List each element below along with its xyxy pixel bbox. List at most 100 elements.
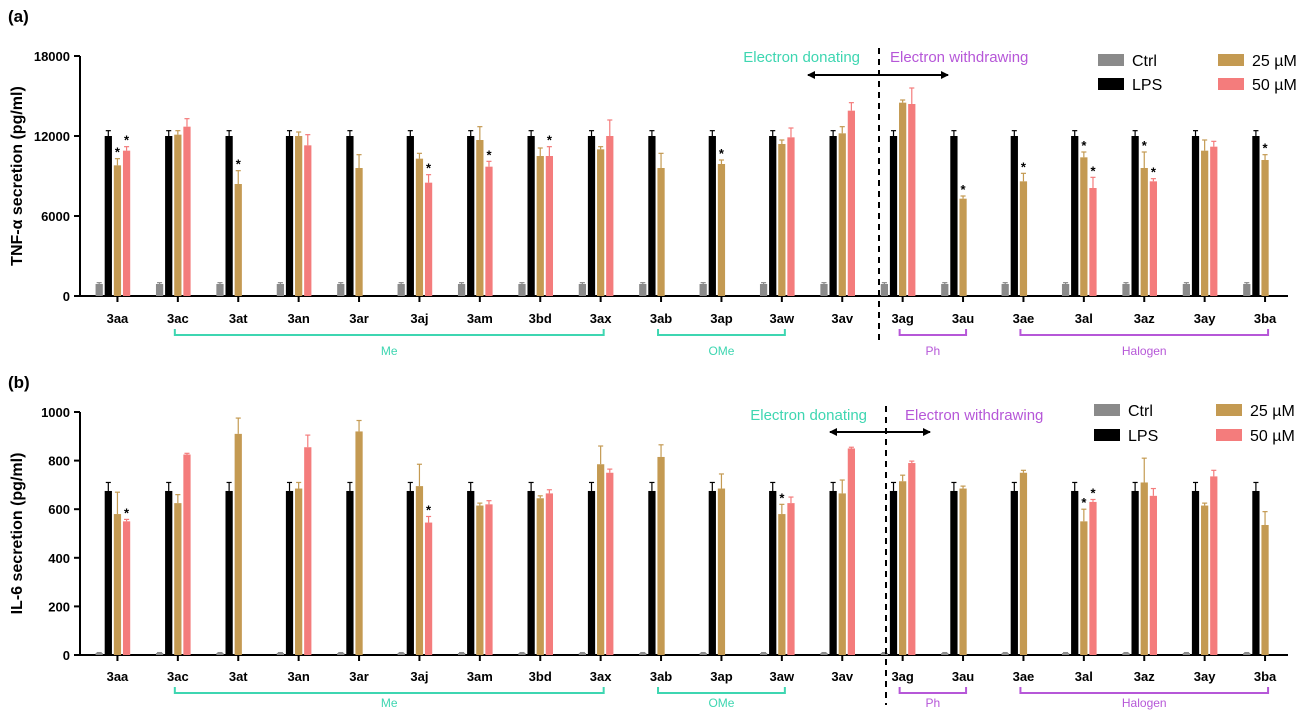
bar-lps bbox=[1252, 136, 1260, 296]
category-label: 3au bbox=[952, 311, 974, 326]
panel-label: (a) bbox=[8, 7, 29, 26]
bar-lps bbox=[527, 490, 535, 655]
bar-50m bbox=[424, 182, 433, 296]
bar-lps bbox=[587, 490, 596, 655]
bar-25m bbox=[959, 198, 967, 296]
bar-ctrl bbox=[578, 653, 587, 655]
category-label: 3ag bbox=[891, 669, 913, 684]
significance-star: * bbox=[779, 490, 785, 505]
category-label: 3ae bbox=[1013, 669, 1035, 684]
category-label: 3aw bbox=[770, 669, 795, 684]
legend-label: LPS bbox=[1132, 77, 1162, 94]
bar-25m bbox=[1201, 150, 1209, 296]
panel-label: (b) bbox=[8, 373, 30, 392]
bar-50m bbox=[606, 472, 614, 655]
bar-ctrl bbox=[155, 284, 164, 296]
bar-50m bbox=[1149, 181, 1158, 296]
bar-lps bbox=[104, 136, 112, 296]
bar-50m bbox=[908, 463, 916, 655]
significance-star: * bbox=[1081, 495, 1087, 510]
bar-25m bbox=[657, 168, 665, 296]
bar-25m bbox=[778, 144, 786, 296]
bar-25m bbox=[1261, 160, 1269, 296]
legend-swatch bbox=[1218, 78, 1244, 90]
category-label: 3ag bbox=[891, 311, 913, 326]
bar-25m bbox=[234, 433, 242, 655]
bar-ctrl bbox=[639, 284, 647, 296]
bar-50m bbox=[606, 136, 614, 296]
significance-star: * bbox=[1021, 159, 1027, 174]
legend-swatch bbox=[1098, 78, 1124, 90]
bar-ctrl bbox=[820, 653, 828, 655]
bar-25m bbox=[1140, 482, 1148, 655]
bar-lps bbox=[587, 136, 596, 296]
bar-lps bbox=[346, 490, 354, 655]
bar-25m bbox=[536, 156, 544, 296]
bar-25m bbox=[234, 184, 242, 296]
significance-star: * bbox=[1090, 485, 1096, 500]
electron-donating-label: Electron donating bbox=[750, 407, 867, 424]
y-tick-label: 400 bbox=[48, 551, 70, 566]
category-label: 3aj bbox=[410, 669, 428, 684]
bar-25m bbox=[1201, 505, 1209, 655]
legend-label: LPS bbox=[1128, 428, 1158, 445]
chart-panel-b: (b) IL-6 secretion (pg/ml) 0 200 400 600 800 10… bbox=[8, 373, 1295, 710]
group-bracket bbox=[1019, 329, 1270, 336]
bar-50m bbox=[1089, 188, 1097, 296]
bar-ctrl bbox=[1061, 653, 1070, 655]
bar-lps bbox=[165, 136, 173, 296]
bar-25m bbox=[597, 464, 605, 655]
significance-star: * bbox=[124, 133, 130, 148]
bar-lps bbox=[225, 136, 233, 296]
bar-ctrl bbox=[518, 284, 526, 296]
bar-lps bbox=[406, 136, 414, 296]
bar-lps bbox=[1191, 490, 1200, 655]
bar-ctrl bbox=[880, 653, 889, 655]
bar-50m bbox=[787, 137, 795, 296]
bar-25m bbox=[174, 503, 182, 655]
bar-25m bbox=[597, 149, 605, 296]
group-label: Me bbox=[381, 344, 398, 358]
significance-star: * bbox=[1090, 163, 1096, 178]
category-label: 3an bbox=[287, 311, 309, 326]
bar-ctrl bbox=[1182, 284, 1191, 296]
category-label: 3ap bbox=[710, 669, 732, 684]
bar-lps bbox=[708, 490, 716, 655]
bar-ctrl bbox=[1061, 284, 1070, 296]
bar-ctrl bbox=[216, 653, 224, 655]
bar-25m bbox=[838, 133, 846, 296]
bar-25m bbox=[295, 136, 303, 296]
group-label: Ph bbox=[926, 696, 941, 710]
y-tick-label: 600 bbox=[48, 502, 70, 517]
electron-donating-label: Electron donating bbox=[743, 49, 860, 66]
legend-label: Ctrl bbox=[1128, 403, 1153, 420]
bar-50m bbox=[183, 454, 191, 655]
significance-star: * bbox=[124, 505, 130, 520]
bar-lps bbox=[1071, 490, 1079, 655]
bar-50m bbox=[908, 104, 916, 296]
bar-lps bbox=[708, 136, 716, 296]
significance-star: * bbox=[426, 161, 432, 176]
group-bracket bbox=[898, 329, 968, 336]
bar-lps bbox=[950, 490, 958, 655]
y-tick-label: 6000 bbox=[41, 209, 70, 224]
bar-lps bbox=[1071, 136, 1079, 296]
group-bracket bbox=[657, 687, 786, 694]
bar-25m bbox=[838, 493, 846, 655]
bar-25m bbox=[536, 498, 544, 655]
bar-25m bbox=[1080, 521, 1088, 655]
bar-lps bbox=[1131, 136, 1139, 296]
bar-lps bbox=[889, 136, 898, 296]
bar-50m bbox=[122, 150, 131, 296]
group-label: OMe bbox=[708, 344, 734, 358]
significance-star: * bbox=[719, 146, 725, 161]
bar-25m bbox=[778, 514, 786, 655]
bar-ctrl bbox=[216, 284, 224, 296]
group-label: OMe bbox=[708, 696, 734, 710]
significance-star: * bbox=[1151, 165, 1157, 180]
category-label: 3al bbox=[1075, 669, 1093, 684]
bar-25m bbox=[657, 456, 665, 655]
group-bracket bbox=[1019, 687, 1270, 694]
significance-star: * bbox=[236, 157, 242, 172]
